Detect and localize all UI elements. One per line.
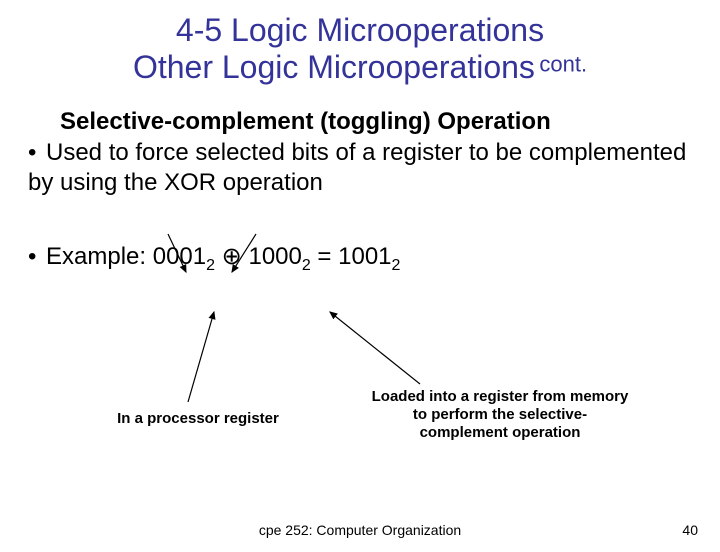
caption-left: In a processor register <box>108 410 288 427</box>
page-number: 40 <box>682 522 698 538</box>
bullet-1: •Used to force selected bits of a regist… <box>28 138 720 198</box>
arrows-overlay <box>0 12 720 552</box>
bullet-dot: • <box>28 138 46 168</box>
example-line: •Example: 00012 ⊕ 10002 = 10012 <box>28 242 720 275</box>
operand-b-bits: 1000 <box>248 243 301 270</box>
bullet-1-text: Used to force selected bits of a registe… <box>28 139 686 196</box>
footer-text: cpe 252: Computer Organization <box>0 522 720 538</box>
title-line-2: Other Logic Microoperations <box>133 49 535 85</box>
bullet-dot-2: • <box>28 243 46 271</box>
section-subtitle: Selective-complement (toggling) Operatio… <box>60 108 720 136</box>
title-line-1: 4-5 Logic Microoperations <box>0 12 720 49</box>
caption-right: Loaded into a register from memory to pe… <box>370 388 630 442</box>
example-prefix: Example: <box>46 243 153 270</box>
title-line-2-wrap: Other Logic Microoperations cont. <box>0 49 720 86</box>
operand-a-sub: 2 <box>206 256 215 273</box>
operand-b-sub: 2 <box>302 256 311 273</box>
equals: = <box>311 243 338 270</box>
result-bits: 1001 <box>338 243 391 270</box>
xor-operator: ⊕ <box>215 243 248 270</box>
operand-a-bits: 0001 <box>153 243 206 270</box>
slide-title: 4-5 Logic Microoperations Other Logic Mi… <box>0 12 720 86</box>
result-sub: 2 <box>392 256 401 273</box>
title-superscript: cont. <box>539 51 587 76</box>
